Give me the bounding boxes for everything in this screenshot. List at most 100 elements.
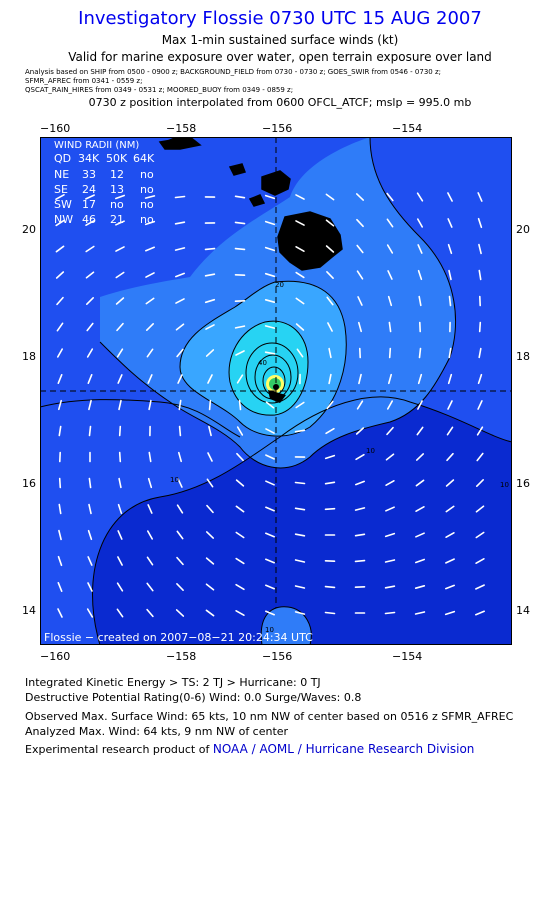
lat-tick-left: 20 xyxy=(22,223,36,236)
wind-barb xyxy=(357,321,363,333)
wind-radii-sw-qd: SW xyxy=(54,198,72,211)
lon-tick-top: −154 xyxy=(392,122,423,135)
wind-barb xyxy=(206,478,214,488)
wind-barb xyxy=(478,269,482,281)
wind-barb xyxy=(328,373,332,385)
lon-tick-top: −158 xyxy=(166,122,197,135)
island-kahoolawe xyxy=(248,194,266,207)
wind-barb xyxy=(147,374,153,384)
wind-barb xyxy=(145,246,155,252)
wind-barb xyxy=(118,399,122,411)
wind-radii-title: WIND RADII (NM) xyxy=(54,140,139,151)
wind-barb xyxy=(445,479,455,487)
wind-barb xyxy=(265,532,275,538)
wind-barb xyxy=(116,582,124,592)
wind-barb xyxy=(176,556,184,566)
wind-barb xyxy=(414,611,426,615)
wind-barb xyxy=(477,373,483,385)
wind-barb xyxy=(55,219,65,227)
wind-radii-header-34k: 34K xyxy=(78,152,100,165)
wind-barb xyxy=(55,193,65,201)
dpr-line: Destructive Potential Rating(0-6) Wind: … xyxy=(25,691,362,704)
wind-barb xyxy=(325,193,335,201)
hrd-link[interactable]: NOAA / AOML / Hurricane Research Divisio… xyxy=(212,742,475,756)
wind-barb xyxy=(56,322,64,332)
wind-barb xyxy=(264,220,276,226)
wind-barb xyxy=(354,559,366,563)
wind-barb xyxy=(386,244,394,254)
wind-barb xyxy=(265,401,275,409)
wind-barb xyxy=(235,350,245,356)
wind-barb xyxy=(354,533,366,537)
wind-barb xyxy=(118,477,122,489)
wind-barb xyxy=(387,373,393,385)
wind-radii-se-50k: 13 xyxy=(110,183,124,196)
wind-barb xyxy=(147,504,153,514)
wind-barb xyxy=(384,585,396,589)
wind-barb xyxy=(178,451,182,463)
wind-radii-se-34k: 24 xyxy=(82,183,96,196)
wind-barb xyxy=(386,426,394,436)
wind-barb xyxy=(386,218,394,228)
wind-barb xyxy=(115,194,125,200)
wind-barb xyxy=(234,325,246,329)
wind-barb xyxy=(475,557,485,565)
wind-barb xyxy=(117,556,123,566)
wind-barb xyxy=(295,246,305,252)
wind-barb xyxy=(236,426,244,436)
wind-barb xyxy=(175,272,185,278)
wind-barb xyxy=(264,272,276,278)
lon-tick-top: −160 xyxy=(40,122,71,135)
wind-barb xyxy=(384,559,396,563)
wind-barb xyxy=(475,531,485,539)
wind-radii-ne-34k: 33 xyxy=(82,168,96,181)
wind-barb xyxy=(417,269,423,281)
wind-barb xyxy=(176,582,184,592)
wind-barb xyxy=(356,244,364,254)
southern-light-patch xyxy=(260,606,312,645)
contour-label: 40 xyxy=(258,359,267,367)
wind-barb xyxy=(87,582,93,592)
island-big-island xyxy=(277,211,343,271)
wind-barb xyxy=(117,503,123,515)
wind-radii-sw-34k: 17 xyxy=(82,198,96,211)
wind-barb xyxy=(235,583,245,591)
cyan-core-region xyxy=(229,321,308,416)
wind-barb xyxy=(87,374,93,384)
lat-tick-right: 14 xyxy=(516,604,530,617)
wind-barb xyxy=(447,192,453,202)
wind-barb xyxy=(265,428,275,434)
wind-barb xyxy=(204,247,216,251)
wind-barb xyxy=(326,271,334,279)
contour-label: 10 xyxy=(500,481,509,489)
wind-barb xyxy=(87,556,93,566)
wind-barb xyxy=(294,533,306,537)
wind-barb xyxy=(57,581,63,593)
wind-barb xyxy=(176,348,184,358)
wind-barb xyxy=(326,400,334,410)
center-crosshair xyxy=(40,137,512,645)
wind-barb xyxy=(205,324,215,330)
wind-barb xyxy=(324,454,336,460)
wind-barb xyxy=(354,507,366,511)
analysis-sources-line-1: Analysis based on SHIP from 0500 - 0900 … xyxy=(25,68,442,76)
wind-barb xyxy=(264,246,276,252)
wind-barb xyxy=(448,295,452,307)
wind-barb xyxy=(445,531,455,539)
wind-barb xyxy=(207,452,213,462)
wind-barb xyxy=(475,505,485,513)
lon-tick-bottom: −156 xyxy=(262,650,293,663)
wind-barb xyxy=(445,558,455,564)
wind-barb xyxy=(477,192,483,202)
wind-barb xyxy=(178,399,182,411)
wind-radii-table: WIND RADII (NM) QD 34K 50K 64K NE 33 12 … xyxy=(54,140,155,226)
wind-barb xyxy=(176,530,184,540)
wind-barb xyxy=(205,609,215,617)
wind-barb xyxy=(207,374,213,384)
wind-barb xyxy=(206,504,214,514)
wind-barb xyxy=(384,532,396,538)
wind-barb xyxy=(265,480,275,486)
wind-barb xyxy=(235,557,245,565)
wind-radii-sw-50k: no xyxy=(110,198,124,211)
wind-barb xyxy=(178,425,182,437)
